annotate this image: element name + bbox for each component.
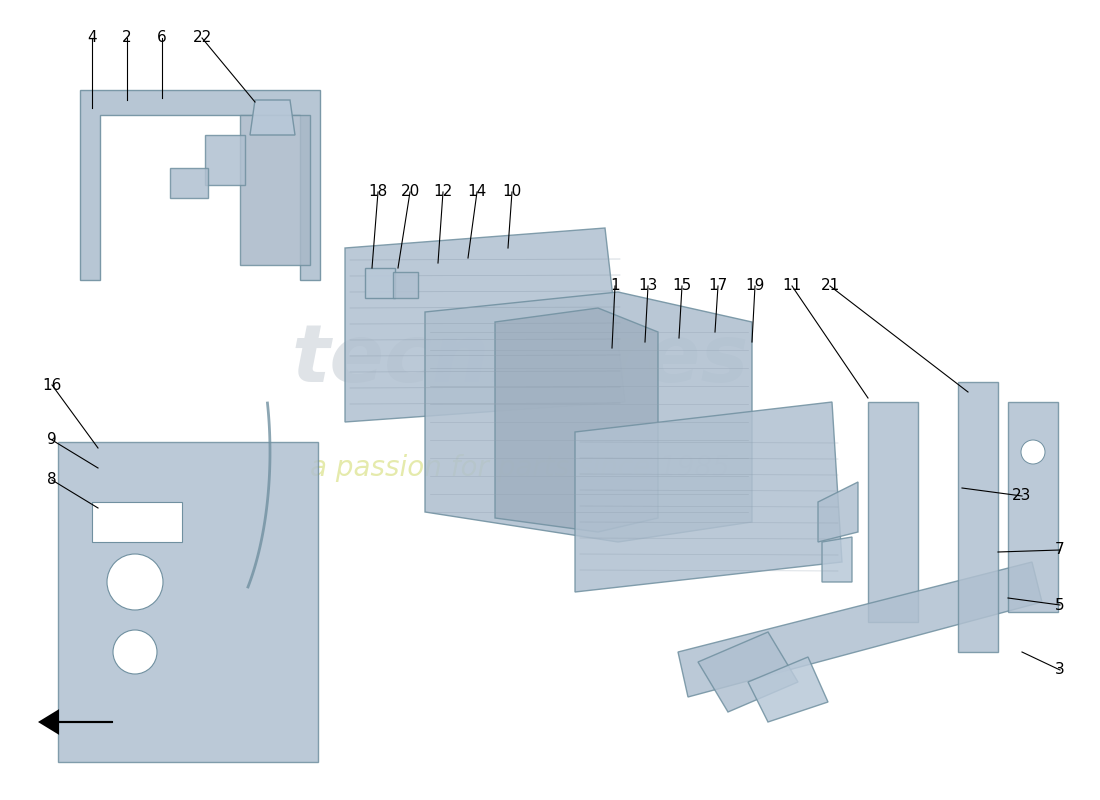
Text: 7: 7 — [1055, 542, 1065, 558]
Text: 5: 5 — [1055, 598, 1065, 613]
Polygon shape — [698, 632, 798, 712]
Polygon shape — [240, 115, 310, 265]
Polygon shape — [1008, 402, 1058, 612]
Polygon shape — [365, 268, 395, 298]
Text: 2: 2 — [122, 30, 132, 46]
Text: 21: 21 — [821, 278, 839, 294]
Polygon shape — [822, 537, 853, 582]
Polygon shape — [495, 308, 658, 532]
Text: 13: 13 — [638, 278, 658, 294]
Text: 9: 9 — [47, 433, 57, 447]
Text: 16: 16 — [42, 378, 62, 393]
Text: 1: 1 — [610, 278, 619, 294]
Circle shape — [113, 630, 157, 674]
Polygon shape — [818, 482, 858, 542]
Polygon shape — [678, 562, 1042, 697]
Polygon shape — [748, 657, 828, 722]
FancyArrow shape — [40, 711, 112, 733]
Polygon shape — [425, 292, 752, 542]
Polygon shape — [958, 382, 998, 652]
Polygon shape — [170, 168, 208, 198]
Text: 14: 14 — [468, 185, 486, 199]
Text: 8: 8 — [47, 473, 57, 487]
Text: 22: 22 — [192, 30, 211, 46]
Text: 20: 20 — [400, 185, 419, 199]
Text: 23: 23 — [1012, 489, 1032, 503]
Text: 4: 4 — [87, 30, 97, 46]
Polygon shape — [58, 442, 318, 762]
Polygon shape — [205, 135, 245, 185]
Polygon shape — [393, 272, 418, 298]
Polygon shape — [345, 228, 625, 422]
Text: 6: 6 — [157, 30, 167, 46]
Text: 15: 15 — [672, 278, 692, 294]
Text: 3: 3 — [1055, 662, 1065, 678]
Text: 19: 19 — [746, 278, 764, 294]
Polygon shape — [575, 402, 842, 592]
Text: 18: 18 — [368, 185, 387, 199]
Circle shape — [107, 554, 163, 610]
Polygon shape — [250, 100, 295, 135]
Text: 10: 10 — [503, 185, 521, 199]
Polygon shape — [92, 502, 182, 542]
Text: a passion for parts since 1985: a passion for parts since 1985 — [310, 454, 729, 482]
Text: 11: 11 — [782, 278, 802, 294]
Polygon shape — [80, 90, 320, 280]
Text: tecnifares: tecnifares — [292, 321, 749, 399]
Circle shape — [1021, 440, 1045, 464]
Polygon shape — [868, 402, 918, 622]
Text: 17: 17 — [708, 278, 727, 294]
Text: 12: 12 — [433, 185, 452, 199]
